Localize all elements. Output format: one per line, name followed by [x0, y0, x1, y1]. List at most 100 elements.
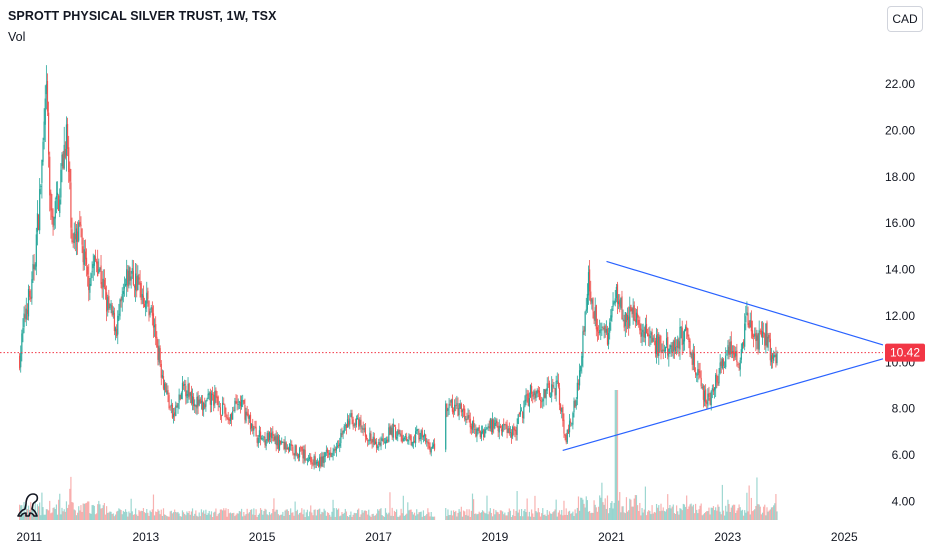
- candle-body: [63, 144, 65, 169]
- volume-bar: [725, 505, 727, 520]
- candle-body: [263, 436, 265, 438]
- candle-body: [624, 312, 626, 327]
- volume-bar: [625, 497, 628, 520]
- volume-bar: [769, 509, 771, 520]
- candle-body: [707, 393, 709, 406]
- volume-bar: [741, 509, 744, 520]
- candle-body: [605, 329, 607, 333]
- candle-body: [165, 383, 167, 393]
- candle-body: [647, 333, 649, 337]
- currency-button[interactable]: CAD: [887, 6, 923, 32]
- volume-bar: [383, 516, 385, 520]
- candle-body: [20, 352, 22, 368]
- candle-body: [349, 418, 351, 425]
- candle-body: [452, 410, 455, 413]
- volume-bar: [243, 511, 245, 520]
- candle-body: [763, 332, 765, 334]
- trendline: [606, 260, 884, 346]
- candle-body: [470, 426, 472, 430]
- volume-bar: [349, 515, 351, 520]
- candle-body: [701, 387, 703, 388]
- volume-bar: [346, 516, 349, 520]
- volume-bar: [679, 508, 681, 520]
- volume-bar: [525, 512, 527, 520]
- candle-body: [133, 285, 136, 288]
- volume-bar: [72, 502, 74, 520]
- candle-body: [413, 440, 416, 443]
- candle-body: [422, 435, 425, 438]
- volume-bar: [258, 513, 261, 520]
- volume-bar: [255, 509, 257, 520]
- volume-bar: [374, 515, 377, 520]
- volume-bar: [766, 507, 768, 520]
- volume-bar: [409, 509, 411, 520]
- volume-bar: [246, 508, 248, 520]
- candle-body: [292, 446, 294, 454]
- candle-body: [766, 322, 768, 347]
- candle-body: [699, 371, 701, 378]
- last-price-badge-box: [885, 343, 925, 362]
- volume-bar: [774, 503, 776, 520]
- volume-bar: [331, 511, 333, 520]
- volume-bar: [177, 511, 179, 520]
- volume-bar: [210, 511, 213, 520]
- volume-bar: [668, 508, 670, 520]
- volume-bar: [397, 516, 399, 520]
- volume-bar: [162, 508, 165, 520]
- candle-body: [538, 390, 541, 400]
- candle-body: [331, 455, 333, 457]
- volume-bar: [373, 515, 375, 520]
- candle-body: [483, 429, 485, 438]
- candle-body: [718, 374, 720, 384]
- candle-body: [581, 355, 583, 366]
- candle-body: [233, 410, 235, 412]
- volume-bar: [190, 511, 192, 520]
- candle-body: [41, 159, 43, 183]
- trendlines[interactable]: [562, 260, 884, 452]
- candle-body: [146, 292, 148, 304]
- candle-body: [350, 413, 352, 418]
- volume-bar: [407, 502, 409, 520]
- volume-bar: [135, 508, 137, 520]
- volume-bar: [314, 509, 316, 520]
- candle-body: [19, 355, 21, 369]
- volume-bar: [164, 514, 166, 520]
- candle-body: [419, 437, 421, 440]
- candle-body: [315, 461, 317, 465]
- candle-body: [358, 418, 360, 427]
- volume-bar: [432, 516, 435, 520]
- volume-bar: [491, 516, 494, 520]
- volume-bar: [433, 516, 436, 520]
- volume-bar: [269, 514, 272, 520]
- volume-bar: [274, 511, 276, 520]
- volume-bar: [324, 510, 326, 520]
- volume-bar: [110, 511, 112, 520]
- volume-bar: [88, 501, 90, 520]
- tradingview-logo[interactable]: [12, 486, 46, 520]
- candle-body: [604, 326, 606, 333]
- volume-bar: [400, 508, 402, 520]
- candle-body: [295, 445, 297, 455]
- volume-bar: [581, 497, 583, 520]
- volume-bar: [388, 512, 390, 520]
- volume-bar: [620, 512, 622, 520]
- volume-bar: [282, 511, 284, 520]
- candle-body: [300, 447, 302, 449]
- volume-bar: [293, 515, 295, 520]
- volume-bar: [473, 499, 475, 520]
- candle-body: [224, 405, 226, 414]
- volume-bar: [157, 509, 159, 520]
- price-axis[interactable]: 4.006.008.0010.0012.0014.0016.0018.0020.…: [885, 77, 915, 508]
- candle-body: [126, 269, 128, 286]
- volume-bar: [82, 503, 84, 520]
- volume-bar: [333, 508, 335, 520]
- candle-body: [333, 449, 335, 452]
- candle-body: [339, 443, 341, 447]
- time-axis[interactable]: 2011 2013 2015 2017 2019 2021 2023 2025: [16, 530, 858, 544]
- candle-body: [484, 429, 486, 438]
- volume-bar: [104, 514, 107, 520]
- volume-bar: [674, 513, 677, 520]
- candle-body: [152, 313, 155, 328]
- candle-body: [206, 399, 208, 402]
